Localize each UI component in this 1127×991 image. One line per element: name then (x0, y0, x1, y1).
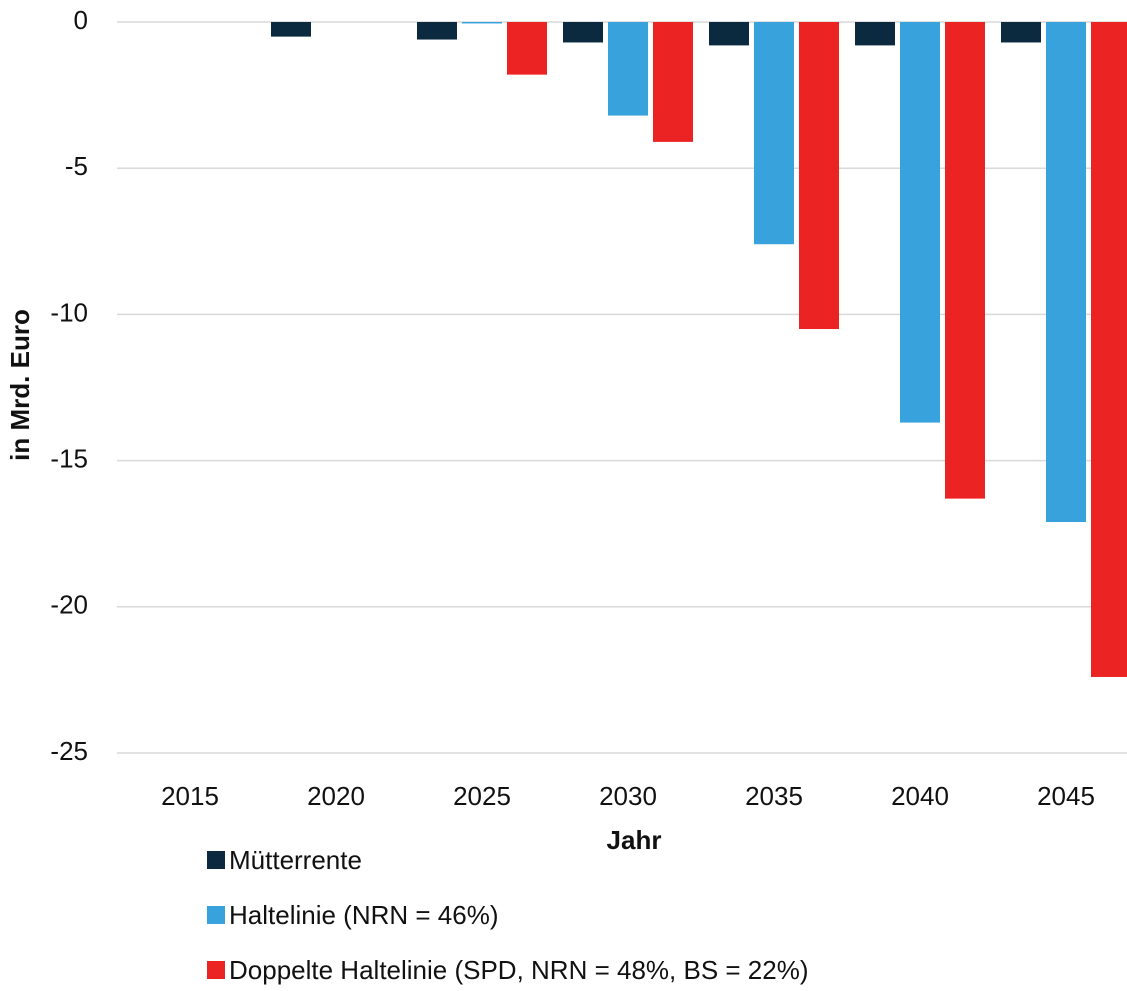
y-tick-label: -5 (65, 151, 88, 181)
bar (1046, 22, 1086, 523)
bar (900, 22, 940, 423)
bar (945, 22, 985, 499)
bar (417, 22, 457, 40)
y-tick-label: -25 (50, 736, 88, 766)
bar (608, 22, 648, 116)
x-tick-label: 2030 (599, 781, 657, 811)
bar (754, 22, 794, 245)
legend-label: Doppelte Haltelinie (SPD, NRN = 48%, BS … (229, 955, 809, 985)
bar (271, 22, 311, 37)
y-axis-label: in Mrd. Euro (5, 309, 35, 461)
x-axis-label: Jahr (607, 825, 662, 855)
x-tick-label: 2025 (453, 781, 511, 811)
x-tick-label: 2020 (307, 781, 365, 811)
bar (799, 22, 839, 330)
x-tick-label: 2035 (745, 781, 803, 811)
legend-label: Haltelinie (NRN = 46%) (229, 900, 498, 930)
bar (1001, 22, 1041, 43)
y-tick-label: -15 (50, 443, 88, 473)
y-tick-label: -20 (50, 590, 88, 620)
bar (709, 22, 749, 46)
legend-label: Mütterrente (229, 845, 362, 875)
bar (1091, 22, 1127, 677)
y-tick-label: 0 (74, 5, 88, 35)
legend-swatch (207, 961, 225, 979)
x-tick-label: 2015 (161, 781, 219, 811)
bar (507, 22, 547, 75)
legend-swatch (207, 906, 225, 924)
bar (462, 22, 502, 24)
bar (563, 22, 603, 43)
legend-swatch (207, 851, 225, 869)
bar (653, 22, 693, 142)
bar (855, 22, 895, 46)
x-tick-label: 2045 (1037, 781, 1095, 811)
x-tick-label: 2040 (891, 781, 949, 811)
y-tick-label: -10 (50, 297, 88, 327)
